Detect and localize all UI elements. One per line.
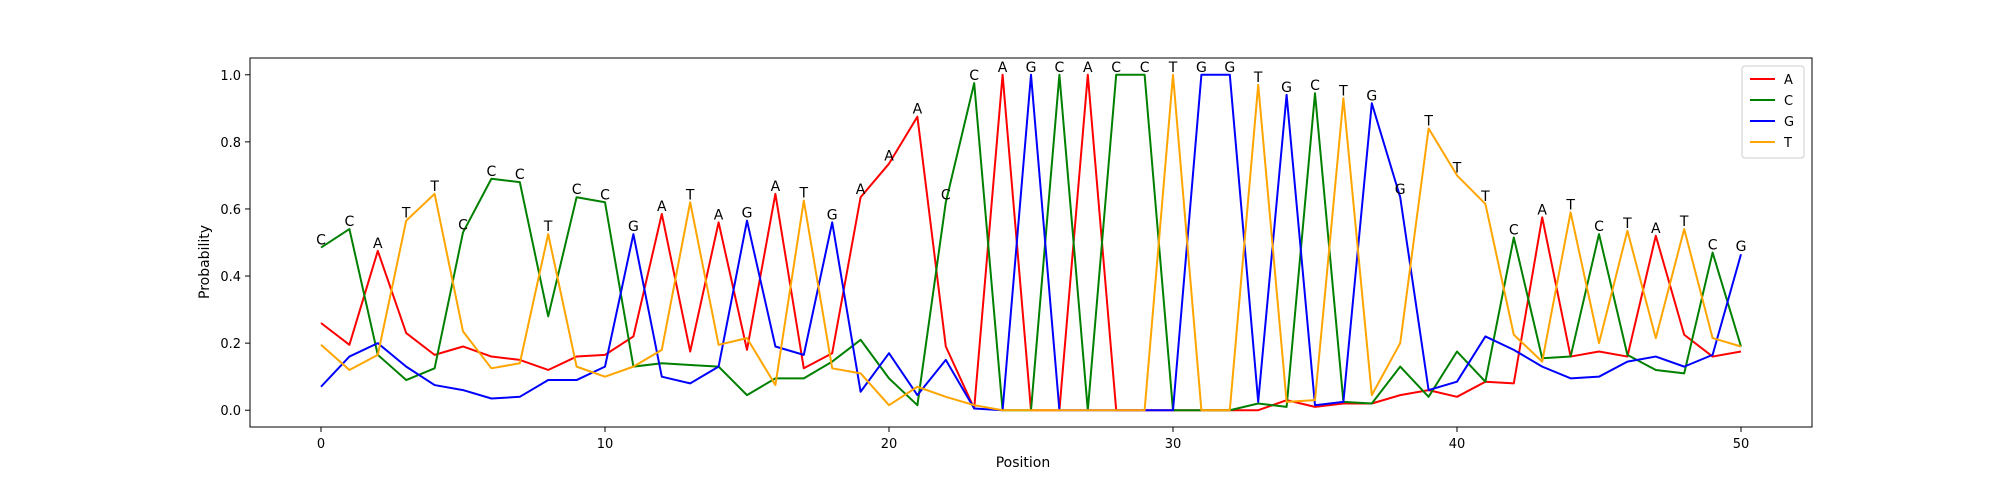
plot-marks: C C A T T C C C T C C G A T A G A T G A A A C C A G C A C C T G G T G C T G G T… [316, 60, 1747, 412]
x-tick-label: 50 [1733, 437, 1750, 452]
series-line-t [320, 73, 1742, 412]
annotation-label: T [1622, 216, 1632, 232]
x-tick-label: 10 [597, 437, 614, 452]
annotation-label: A [714, 207, 724, 223]
annotation-label: A [884, 149, 894, 165]
annotation-label: C [1140, 60, 1150, 76]
annotation-label: A [657, 199, 667, 215]
x-tick-label: 20 [881, 437, 898, 452]
axes: 0 10 20 30 40 50 0.0 0.2 0.4 0.6 0.8 1.0 [220, 57, 1813, 452]
legend-box [1741, 65, 1805, 159]
annotation-label: C [1509, 222, 1519, 238]
annotation-label: A [1537, 202, 1547, 218]
annotation-label: A [913, 102, 923, 118]
y-tick-label: 0.2 [220, 337, 241, 352]
annotation-label: C [572, 182, 582, 198]
annotation-label: C [1310, 78, 1320, 94]
annotation-label: C [316, 233, 326, 249]
annotation-label: G [1281, 80, 1292, 96]
annotation-label: G [1026, 60, 1037, 76]
y-tick-label: 0.8 [220, 136, 241, 151]
annotation-label: C [1708, 238, 1718, 254]
annotation-label: C [941, 187, 951, 203]
annotation-label: G [1224, 60, 1235, 76]
x-tick-label: 40 [1449, 437, 1466, 452]
y-tick-label: 1.0 [220, 69, 241, 84]
annotation-label: T [1338, 83, 1348, 99]
annotation-label: A [1083, 60, 1093, 76]
annotation-label: T [543, 219, 553, 235]
plot-frame [249, 57, 1813, 428]
annotation-label: C [600, 187, 610, 203]
annotation-label: A [373, 236, 383, 252]
legend-label-t: T [1783, 136, 1792, 151]
annotation-label: A [771, 179, 781, 195]
annotation-label: C [515, 167, 525, 183]
annotation-label: C [969, 68, 979, 84]
annotation-label: A [856, 182, 866, 198]
annotation-label: C [487, 164, 497, 180]
y-tick-label: 0.4 [220, 270, 241, 285]
annotation-label: G [1366, 88, 1377, 104]
legend-label-g: G [1784, 115, 1794, 130]
annotation-label: G [628, 219, 639, 235]
annotation-label: T [799, 186, 809, 202]
x-axis-label: Position [996, 455, 1051, 471]
series-line-c [320, 73, 1742, 412]
annotation-label: G [742, 206, 753, 222]
annotation-label: G [1395, 182, 1406, 198]
annotation-label: T [1679, 214, 1689, 230]
annotation-label: C [345, 214, 355, 230]
annotation-label: A [998, 60, 1008, 76]
annotation-label: G [827, 207, 838, 223]
annotation-label: T [1253, 70, 1263, 86]
annotation-label: T [429, 179, 439, 195]
annotation-label: T [1565, 197, 1575, 213]
legend-label-c: C [1784, 94, 1793, 109]
annotation-label: T [685, 187, 695, 203]
annotation-label: G [1736, 239, 1747, 255]
annotation-label: C [1594, 219, 1604, 235]
y-axis-label: Probability [197, 225, 213, 299]
annotation-label: T [1452, 160, 1462, 176]
annotation-label: A [1651, 221, 1661, 237]
y-tick-label: 0.6 [220, 203, 241, 218]
annotation-label: C [1111, 60, 1121, 76]
x-tick-label: 0 [317, 437, 325, 452]
annotation-label: C [458, 217, 468, 233]
legend-label-a: A [1784, 73, 1793, 88]
annotation-label: T [1423, 113, 1433, 129]
annotation-label: T [401, 206, 411, 222]
annotation-label: G [1196, 60, 1207, 76]
series-line-a [320, 73, 1742, 412]
series-line-g [320, 73, 1742, 412]
x-tick-label: 30 [1165, 437, 1182, 452]
annotation-label: T [1168, 60, 1178, 76]
y-tick-label: 0.0 [220, 404, 241, 419]
annotation-label: T [1480, 189, 1490, 205]
annotation-label: C [1055, 60, 1065, 76]
